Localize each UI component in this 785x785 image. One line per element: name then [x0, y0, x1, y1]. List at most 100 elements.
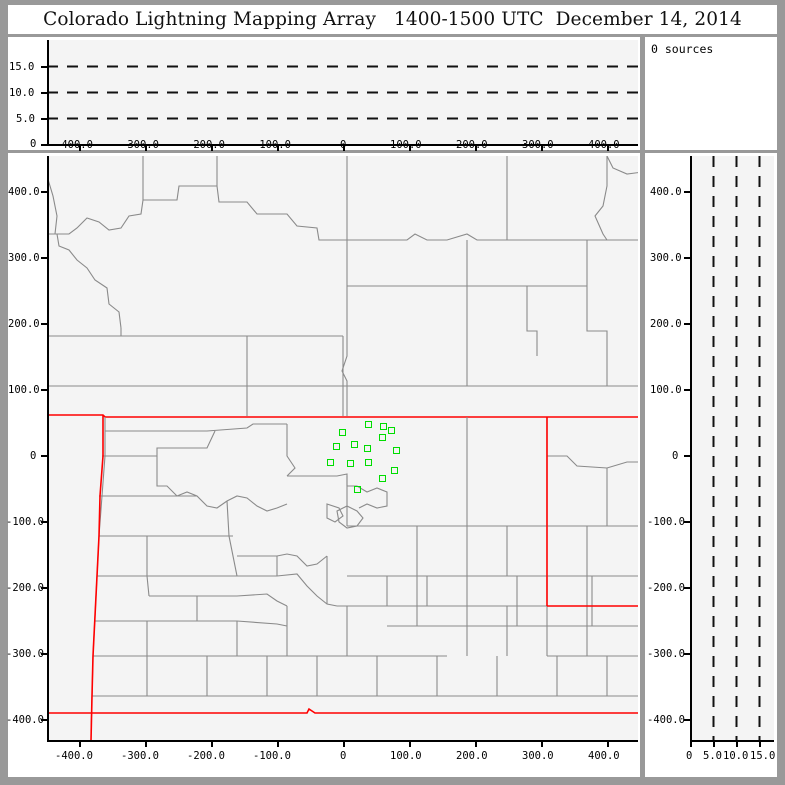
source-marker: [379, 434, 386, 441]
source-marker: [333, 443, 340, 450]
source-marker: [351, 441, 358, 448]
east-y-tick--100: [684, 521, 691, 523]
east-y-label--100: -100.0: [647, 516, 685, 528]
source-marker: [364, 445, 371, 452]
source-marker: [354, 486, 361, 493]
th-x-label-0: 0: [340, 139, 347, 151]
th-x-label-400: 400.0: [588, 139, 620, 151]
map-plot-area[interactable]: [47, 156, 638, 741]
east-x-tick-5: [713, 741, 715, 747]
east-x-tick-15: [759, 741, 761, 747]
source-marker: [391, 467, 398, 474]
east-x-axis: [690, 740, 774, 742]
county-borders-nebraska: [346, 156, 638, 627]
east-x-label-0: 0: [686, 750, 693, 762]
map-y-label--400: -400.0: [6, 714, 44, 726]
map-y-tick--100: [41, 521, 48, 523]
th-y-label-10: 10.0: [9, 87, 35, 99]
east-x-label-15: 15.0: [750, 750, 776, 762]
east-height-plot-area[interactable]: [690, 156, 774, 741]
map-x-label-200: 200.0: [456, 750, 488, 762]
map-x-tick--200: [211, 741, 213, 747]
east-y-tick-100: [684, 389, 691, 391]
th-x-axis: [47, 144, 638, 146]
county-borders: [47, 156, 638, 416]
th-x-label--100: -100.0: [253, 139, 291, 151]
map-y-label-200: 200.0: [8, 318, 40, 330]
map-x-axis: [47, 740, 638, 742]
east-x-tick-10: [736, 741, 738, 747]
east-y-tick--300: [684, 653, 691, 655]
th-x-label--400: -400.0: [55, 139, 93, 151]
east-y-label-100: 100.0: [650, 384, 682, 396]
th-x-tick-200: [475, 145, 477, 151]
map-y-label-300: 300.0: [8, 252, 40, 264]
east-x-tick-0: [690, 741, 692, 747]
map-y-tick--400: [41, 719, 48, 721]
map-x-label-300: 300.0: [522, 750, 554, 762]
state-border-colorado: [47, 415, 638, 741]
east-x-label-10: 10.0: [723, 750, 749, 762]
map-x-label-400: 400.0: [588, 750, 620, 762]
east-y-tick--400: [684, 719, 691, 721]
map-x-tick--400: [79, 741, 81, 747]
map-y-tick-300: [41, 257, 48, 259]
source-marker: [388, 427, 395, 434]
map-x-tick-0: [343, 741, 345, 747]
east-y-tick-300: [684, 257, 691, 259]
th-y-tick-10: [41, 92, 48, 94]
map-y-tick--300: [41, 653, 48, 655]
map-y-label--200: -200.0: [6, 582, 44, 594]
east-y-label-0: 0: [672, 450, 679, 462]
east-y-label--300: -300.0: [647, 648, 685, 660]
status-badge: 0 sources: [651, 42, 714, 56]
east-y-label--400: -400.0: [647, 714, 685, 726]
east-y-tick-400: [684, 191, 691, 193]
map-x-label-100: 100.0: [390, 750, 422, 762]
source-marker: [365, 459, 372, 466]
east-y-label-400: 400.0: [650, 186, 682, 198]
time-height-panel[interactable]: 15.0 10.0 5.0 0: [8, 37, 640, 151]
map-y-tick-100: [41, 389, 48, 391]
th-y-tick-15: [41, 66, 48, 68]
source-marker: [327, 459, 334, 466]
th-x-tick-300: [541, 145, 543, 151]
east-height-panel[interactable]: 400.0 300.0 200.0 100.0 0 -100.0 -200.0 …: [645, 153, 777, 777]
map-y-tick-0: [41, 455, 48, 457]
east-y-tick-200: [684, 323, 691, 325]
map-y-label--300: -300.0: [6, 648, 44, 660]
source-marker: [347, 460, 354, 467]
title-bar: Colorado Lightning Mapping Array 1400-15…: [8, 5, 777, 34]
plan-view-map-panel[interactable]: 400.0 300.0 200.0 100.0 0 -100.0 -200.0 …: [6, 153, 640, 777]
th-x-tick--100: [277, 145, 279, 151]
map-x-tick--300: [145, 741, 147, 747]
map-y-label-0: 0: [30, 450, 37, 462]
map-y-label-100: 100.0: [8, 384, 40, 396]
east-y-axis: [690, 156, 692, 741]
map-x-label--100: -100.0: [253, 750, 291, 762]
sources-count-panel[interactable]: 0 sources: [645, 37, 777, 150]
map-y-label--100: -100.0: [6, 516, 44, 528]
east-y-tick-0: [684, 455, 691, 457]
map-y-label-400: 400.0: [8, 186, 40, 198]
map-y-tick-200: [41, 323, 48, 325]
map-x-tick-200: [475, 741, 477, 747]
time-height-plot-area[interactable]: [47, 40, 638, 145]
map-x-label-0: 0: [340, 750, 347, 762]
th-x-label--300: -300.0: [121, 139, 159, 151]
th-x-tick-0: [343, 145, 345, 151]
map-geography: [47, 156, 638, 741]
source-marker: [380, 423, 387, 430]
th-x-tick--200: [211, 145, 213, 151]
source-marker: [393, 447, 400, 454]
map-x-tick--100: [277, 741, 279, 747]
map-x-tick-400: [607, 741, 609, 747]
th-x-label--200: -200.0: [187, 139, 225, 151]
map-x-tick-300: [541, 741, 543, 747]
map-y-axis: [47, 156, 49, 741]
th-y-tick-0: [41, 144, 48, 146]
th-x-tick-400: [607, 145, 609, 151]
map-y-tick--200: [41, 587, 48, 589]
th-x-label-300: 300.0: [522, 139, 554, 151]
